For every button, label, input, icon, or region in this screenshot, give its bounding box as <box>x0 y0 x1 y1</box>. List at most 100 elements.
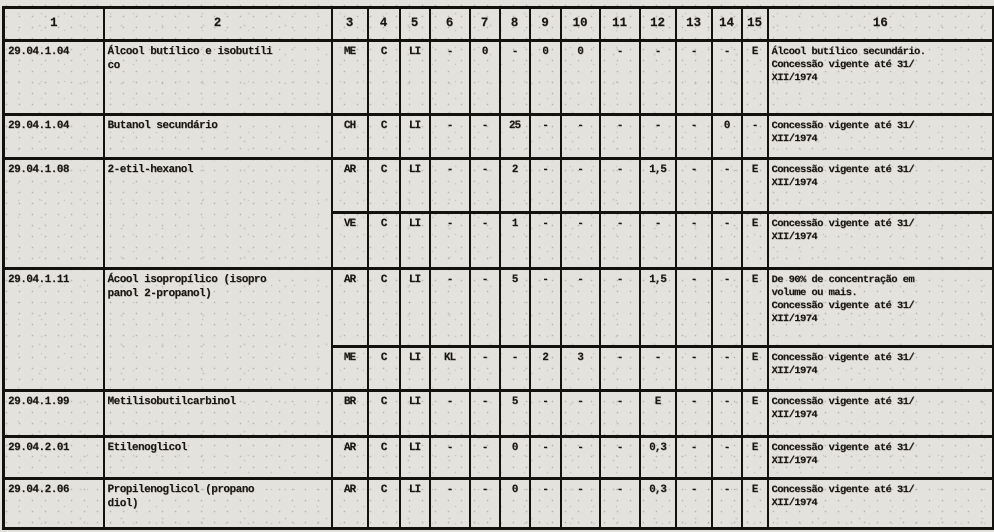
value-cell: 1,5 <box>638 157 677 214</box>
value-cell: 25 <box>498 113 531 160</box>
observation-cell: Concessão vigente até 31/ XII/1974 <box>766 157 994 214</box>
value-cell: - <box>559 435 601 480</box>
value-cell: - <box>528 435 562 480</box>
table-row: 29.04.1.04 Butanol secundário CH C LI - -25- - -… <box>2 113 994 160</box>
value-cell: 0 <box>498 477 531 530</box>
value-cell: - <box>598 113 641 160</box>
value-cell: - <box>559 113 601 160</box>
value-cell: - <box>674 39 713 116</box>
value-cell: - <box>428 267 471 348</box>
value-cell: C <box>366 113 401 160</box>
value-cell: C <box>366 345 401 392</box>
value-cell: 0 <box>710 113 743 160</box>
value-cell: AR <box>330 157 369 214</box>
value-cell: LI <box>398 157 431 214</box>
value-cell: - <box>468 389 501 438</box>
product-name-cell: 2-etil-hexanol <box>102 157 333 270</box>
value-cell: - <box>674 435 713 480</box>
value-cell: - <box>674 345 713 392</box>
value-cell: AR <box>330 477 369 530</box>
value-cell: 1 <box>498 211 531 270</box>
value-cell: LI <box>398 435 431 480</box>
code-cell: 29.04.1.08 <box>2 157 105 270</box>
column-header: 4 <box>366 6 401 42</box>
column-header: 12 <box>638 6 677 42</box>
value-cell: - <box>428 39 471 116</box>
table-body: 29.04.1.04 Álcool butílico e isobutíli co… <box>2 39 994 530</box>
value-cell: LI <box>398 345 431 392</box>
value-cell: - <box>428 211 471 270</box>
value-cell: - <box>598 477 641 530</box>
value-cell: - <box>674 267 713 348</box>
value-cell: 0 <box>559 39 601 116</box>
value-cell: - <box>498 345 531 392</box>
observation-cell: Álcool butílico secundário. Concessão vi… <box>766 39 994 116</box>
value-cell: - <box>559 477 601 530</box>
value-cell: - <box>710 345 743 392</box>
value-cell: - <box>674 477 713 530</box>
column-header: 16 <box>766 6 994 42</box>
value-cell: - <box>710 211 743 270</box>
column-header: 7 <box>468 6 501 42</box>
value-cell: AR <box>330 435 369 480</box>
column-header: 14 <box>710 6 743 42</box>
value-cell: - <box>598 435 641 480</box>
value-cell: 0 <box>528 39 562 116</box>
code-cell: 29.04.1.04 <box>2 39 105 116</box>
value-cell: - <box>428 435 471 480</box>
column-header: 11 <box>598 6 641 42</box>
column-header: 15 <box>740 6 769 42</box>
table-row: 29.04.1.99 Metilisobutilcarbinol BR C LI - -5-… <box>2 389 994 438</box>
table-row: ME C LI KL - -2 3- - - - E Concessão vigente até 31… <box>4 345 994 392</box>
code-cell: 29.04.1.99 <box>2 389 105 438</box>
value-cell: - <box>710 157 743 214</box>
column-header: 3 <box>330 6 369 42</box>
product-name-cell: Propilenoglicol (propano diol) <box>102 477 333 530</box>
value-cell: - <box>674 113 713 160</box>
value-cell: - <box>468 267 501 348</box>
value-cell: - <box>468 113 501 160</box>
value-cell: - <box>598 267 641 348</box>
value-cell: 0,3 <box>638 435 677 480</box>
value-cell: 2 <box>528 345 562 392</box>
value-cell: LI <box>398 477 431 530</box>
value-cell: ME <box>330 345 369 392</box>
value-cell: - <box>710 435 743 480</box>
value-cell: BR <box>330 389 369 438</box>
table-row: 29.04.1.11 Ácool isopropílico (isopro pan… <box>2 267 994 392</box>
value-cell: - <box>559 267 601 348</box>
column-header: 5 <box>398 6 431 42</box>
value-cell: VE <box>330 211 369 270</box>
value-cell: C <box>366 157 401 214</box>
value-cell: - <box>468 157 501 214</box>
value-cell: LI <box>398 267 431 348</box>
observation-cell: Concessão vigente até 31/ XII/1974 <box>766 345 994 392</box>
observation-cell: Concessão vigente até 31/ XII/1974 <box>766 477 994 530</box>
value-cell: - <box>638 39 677 116</box>
column-header: 13 <box>674 6 713 42</box>
observation-cell: Concessão vigente até 31/ XII/1974 <box>766 113 994 160</box>
observation-cell: Concessão vigente até 31/ XII/1974 <box>766 211 994 270</box>
product-name-cell: Ácool isopropílico (isopro panol 2-propa… <box>102 267 333 392</box>
observation-cell: Concessão vigente até 31/ XII/1974 <box>766 435 994 480</box>
value-cell: - <box>598 345 641 392</box>
observation-cell: Concessão vigente até 31/ XII/1974 <box>766 389 994 438</box>
value-cell: - <box>528 157 562 214</box>
column-header: 2 <box>102 6 333 42</box>
column-header: 9 <box>528 6 562 42</box>
value-cell: - <box>468 435 501 480</box>
value-cell: - <box>710 477 743 530</box>
value-cell: LI <box>398 39 431 116</box>
value-cell: ME <box>330 39 369 116</box>
value-cell: - <box>598 389 641 438</box>
table-row: VE C LI - -1- - - - - - E Concessão vigente até 31/… <box>4 211 994 270</box>
value-cell: AR <box>330 267 369 348</box>
value-cell: CH <box>330 113 369 160</box>
product-name-cell: Álcool butílico e isobutíli co <box>102 39 333 116</box>
value-cell: - <box>638 113 677 160</box>
value-cell: C <box>366 211 401 270</box>
value-cell: - <box>598 211 641 270</box>
value-cell: C <box>366 477 401 530</box>
value-cell: C <box>366 435 401 480</box>
value-cell: 1,5 <box>638 267 677 348</box>
